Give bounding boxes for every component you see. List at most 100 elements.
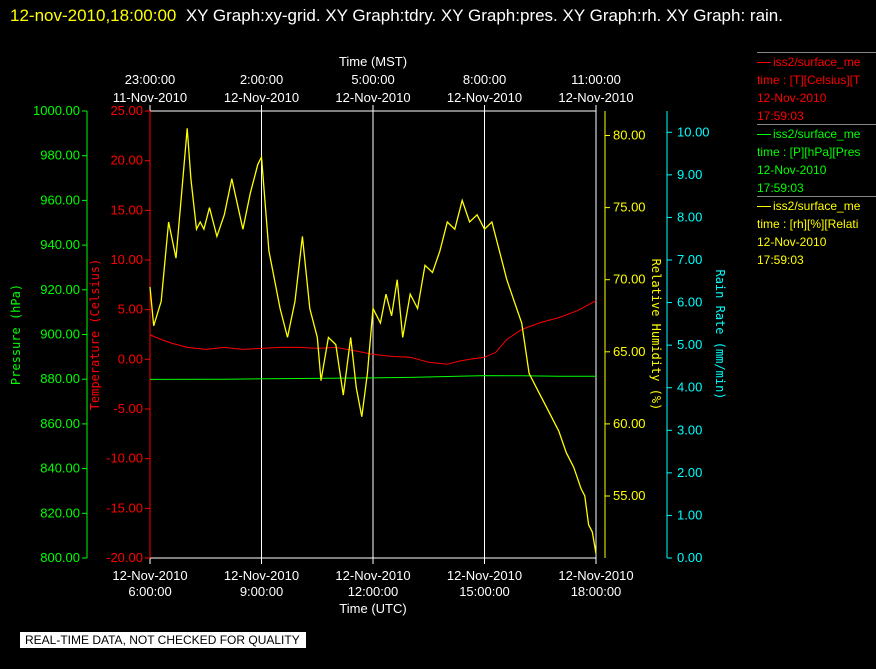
x-tick-label: 12-Nov-2010: [112, 568, 187, 583]
x-top-axis-title: Time (MST): [339, 54, 407, 69]
pressure-axis-title: Pressure (hPa): [9, 284, 23, 385]
legend-text: 12-Nov-2010: [757, 235, 827, 249]
legend-line: time : [rh][%][Relati: [757, 215, 876, 233]
x-top-tick-label: 11:00:00: [571, 72, 621, 87]
humidity-axis-title: Relative Humidity (%): [649, 259, 663, 411]
x-top-tick-label: 8:00:00: [463, 72, 506, 87]
legend-text: time : [T][Celsius][T: [757, 73, 861, 87]
rain-tick-label: 3.00: [677, 422, 702, 437]
temperature-series-line: [149, 300, 597, 365]
humidity-series-line: [149, 128, 597, 554]
rain-tick-label: 2.00: [677, 465, 702, 480]
legend-text: time : [P][hPa][Pres: [757, 145, 861, 159]
temperature-tick-label: -10.00: [106, 451, 143, 466]
legend-separator: [757, 196, 876, 197]
rain-tick-label: 5.00: [677, 337, 702, 352]
pressure-tick-label: 960.00: [40, 192, 80, 207]
graph-list: XY Graph:xy-grid. XY Graph:tdry. XY Grap…: [185, 6, 783, 25]
legend-text: 12-Nov-2010: [757, 91, 827, 105]
legend-text: 17:59:03: [757, 181, 804, 195]
x-top-tick-label: 12-Nov-2010: [558, 90, 633, 105]
x-top-tick-label: 11-Nov-2010: [113, 90, 187, 105]
humidity-tick-label: 75.00: [613, 200, 646, 215]
legend-text: 17:59:03: [757, 253, 804, 267]
legend-swatch: [757, 134, 771, 136]
legend-swatch: [757, 62, 771, 64]
x-tick-label: 12-Nov-2010: [335, 568, 410, 583]
legend-line: 17:59:03: [757, 251, 876, 269]
temperature-tick-label: 5.00: [118, 302, 143, 317]
temperature-tick-label: 15.00: [110, 202, 143, 217]
legend-text: iss2/surface_me: [773, 127, 861, 141]
x-top-tick-label: 2:00:00: [240, 72, 283, 87]
x-top-tick-label: 5:00:00: [351, 72, 394, 87]
temperature-tick-label: 10.00: [110, 252, 143, 267]
pressure-tick-label: 880.00: [40, 371, 80, 386]
x-tick-label: 12-Nov-2010: [224, 568, 299, 583]
rain-tick-label: 0.00: [677, 550, 702, 565]
legend-line: iss2/surface_me: [757, 197, 876, 215]
x-top-tick-label: 12-Nov-2010: [447, 90, 522, 105]
humidity-tick-label: 60.00: [613, 416, 646, 431]
legend-line: 17:59:03: [757, 179, 876, 197]
pressure-tick-label: 900.00: [40, 327, 80, 342]
x-axis-title: Time (UTC): [339, 601, 406, 616]
humidity-tick-label: 80.00: [613, 128, 646, 143]
temperature-axis-title: Temperature (Celsius): [88, 259, 102, 411]
legend-line: iss2/surface_me: [757, 125, 876, 143]
pressure-tick-label: 860.00: [40, 416, 80, 431]
x-top-tick-label: 23:00:00: [125, 72, 176, 87]
rain-tick-label: 10.00: [677, 124, 710, 139]
legend-separator: [757, 52, 876, 53]
x-tick-label: 15:00:00: [459, 584, 510, 599]
quality-notice: REAL-TIME DATA, NOT CHECKED FOR QUALITY: [20, 632, 306, 648]
x-tick-label: 12-Nov-2010: [447, 568, 522, 583]
pressure-tick-label: 1000.00: [33, 103, 80, 118]
legend-line: 12-Nov-2010: [757, 161, 876, 179]
pressure-tick-label: 980.00: [40, 148, 80, 163]
legend-text: iss2/surface_me: [773, 199, 861, 213]
legend-separator: [757, 124, 876, 125]
rain-tick-label: 1.00: [677, 507, 702, 522]
x-tick-label: 12:00:00: [348, 584, 399, 599]
x-tick-label: 12-Nov-2010: [558, 568, 633, 583]
rain-axis-title: Rain Rate (mm/min): [713, 269, 727, 399]
pressure-series-line: [149, 375, 596, 380]
rain-tick-label: 7.00: [677, 252, 702, 267]
x-tick-label: 18:00:00: [571, 584, 622, 599]
humidity-tick-label: 70.00: [613, 272, 646, 287]
humidity-tick-label: 65.00: [613, 344, 646, 359]
legend-line: time : [P][hPa][Pres: [757, 143, 876, 161]
rain-tick-label: 6.00: [677, 295, 702, 310]
temperature-tick-label: -5.00: [113, 401, 143, 416]
legend-text: 17:59:03: [757, 109, 804, 123]
pressure-tick-label: 840.00: [40, 461, 80, 476]
rain-tick-label: 9.00: [677, 167, 702, 182]
pressure-tick-label: 800.00: [40, 550, 80, 565]
legend-line: iss2/surface_me: [757, 53, 876, 71]
x-top-tick-label: 12-Nov-2010: [335, 90, 410, 105]
window-title: 12-nov-2010,18:00:00 XY Graph:xy-grid. X…: [10, 2, 860, 30]
temperature-tick-label: 25.00: [110, 103, 143, 118]
legend-swatch: [757, 206, 771, 208]
x-top-tick-label: 12-Nov-2010: [224, 90, 299, 105]
pressure-tick-label: 920.00: [40, 282, 80, 297]
rain-tick-label: 4.00: [677, 380, 702, 395]
humidity-tick-label: 55.00: [613, 488, 646, 503]
temperature-tick-label: 0.00: [118, 351, 143, 366]
rain-tick-label: 8.00: [677, 209, 702, 224]
legend-text: time : [rh][%][Relati: [757, 217, 859, 231]
legend-line: 17:59:03: [757, 107, 876, 125]
legend-text: 12-Nov-2010: [757, 163, 827, 177]
legend-text: iss2/surface_me: [773, 55, 861, 69]
temperature-tick-label: -20.00: [106, 550, 143, 565]
legend-line: 12-Nov-2010: [757, 89, 876, 107]
temperature-tick-label: -15.00: [106, 500, 143, 515]
temperature-tick-label: 20.00: [110, 153, 143, 168]
x-tick-label: 9:00:00: [240, 584, 283, 599]
legend-line: 12-Nov-2010: [757, 233, 876, 251]
